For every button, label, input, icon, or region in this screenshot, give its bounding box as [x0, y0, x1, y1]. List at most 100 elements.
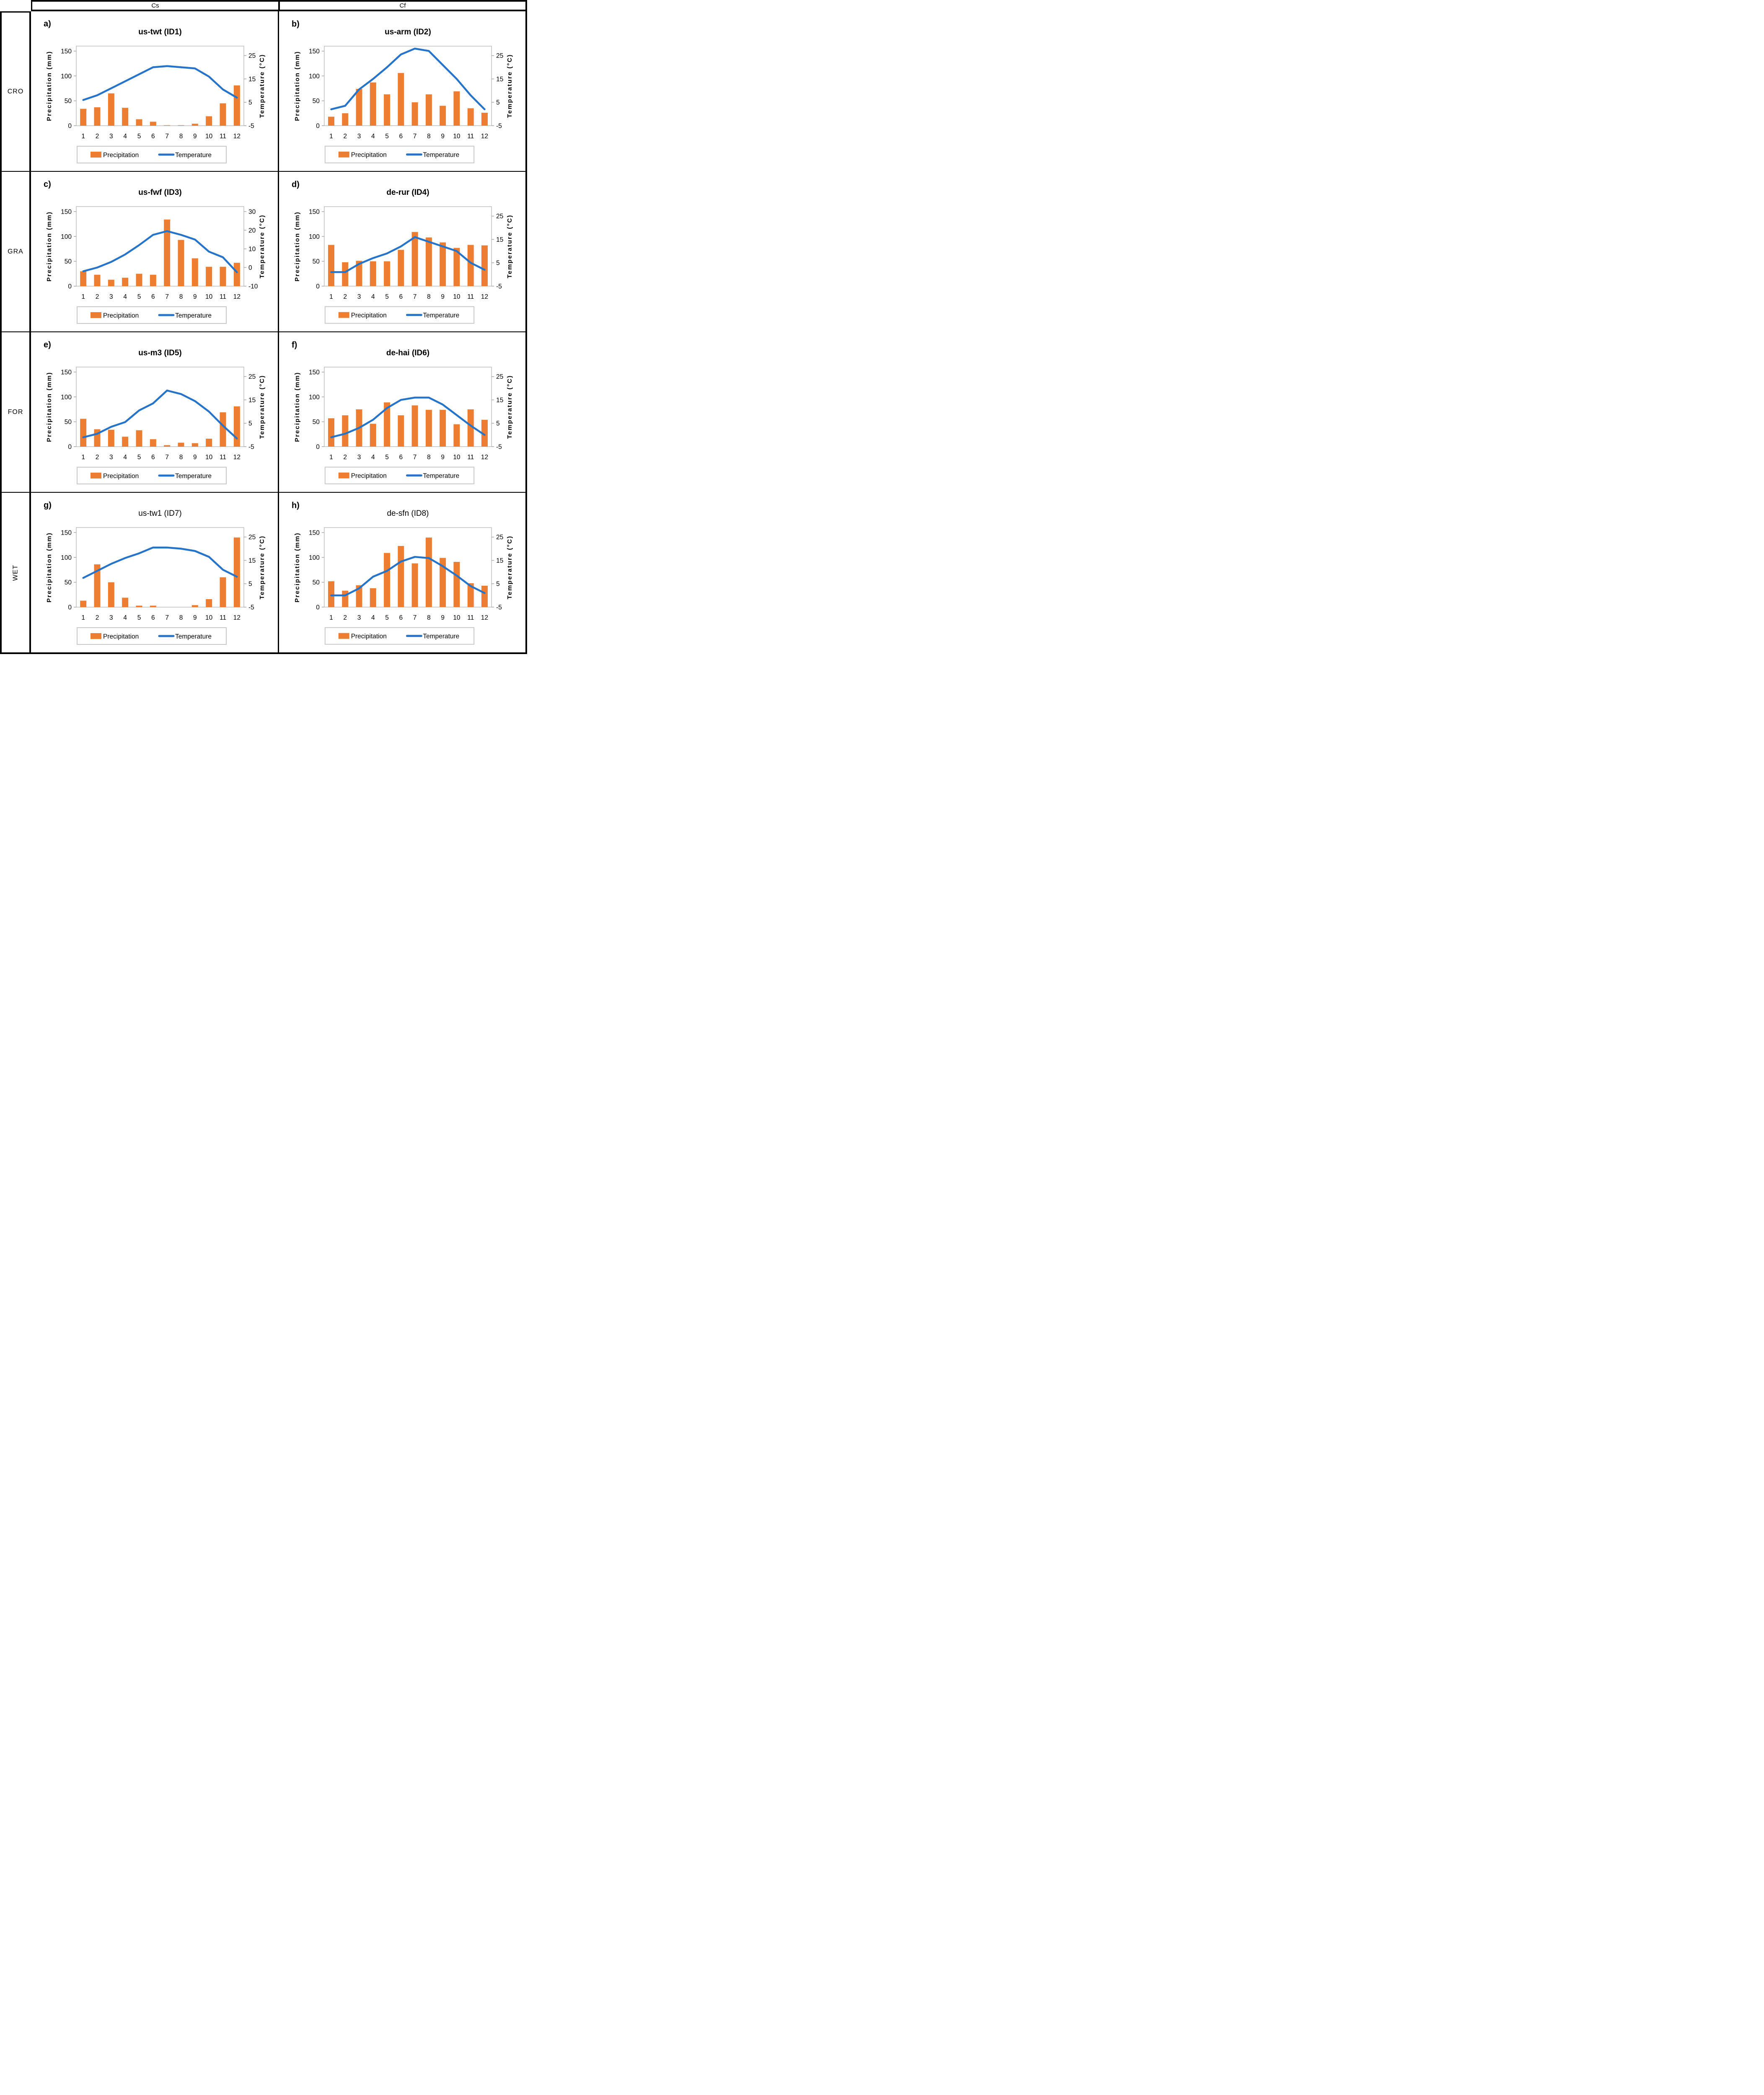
x-axis-month-label: 3 [109, 454, 113, 461]
precipitation-bar-month-3 [356, 89, 362, 126]
left-axis-tick-label: 150 [309, 48, 320, 55]
legend-box [324, 145, 475, 163]
precipitation-bar-month-12 [481, 245, 488, 286]
precipitation-bar-month-11 [467, 108, 474, 126]
x-axis-month-label: 5 [385, 454, 389, 461]
x-axis-month-label: 10 [453, 454, 460, 461]
right-axis-tick-label: 15 [248, 397, 256, 404]
precipitation-bar-month-2 [342, 415, 349, 447]
precipitation-bar-month-10 [206, 599, 212, 607]
left-axis-tick-label: 100 [61, 394, 72, 401]
precipitation-bar-month-8 [425, 237, 432, 286]
left-axis-title: Precipitation (mm) [46, 372, 53, 442]
precipitation-bar-month-9 [440, 558, 446, 607]
chart-cell-a: a) us-twt (ID1) 0 50 100 150 -5 5 15 25 Precipitat… [31, 11, 279, 172]
precipitation-bar-month-7 [411, 405, 418, 447]
precipitation-bar-month-3 [356, 261, 362, 286]
x-axis-month-label: 10 [453, 133, 460, 140]
x-axis-month-label: 11 [467, 293, 474, 300]
precipitation-bar-month-7 [411, 563, 418, 607]
precipitation-bar-month-10 [206, 439, 212, 447]
panel-letter: c) [44, 180, 51, 189]
chart-us-m3-id5: e)us-m3 (ID5)050100150-551525Precipitati… [44, 340, 266, 484]
panel-letter: a) [44, 19, 51, 28]
temperature-line [330, 556, 486, 597]
x-axis-month-label: 3 [109, 133, 113, 140]
x-axis-month-label: 4 [371, 293, 375, 300]
right-axis-tick-label: 30 [248, 208, 256, 215]
x-axis-month-label: 10 [205, 133, 213, 140]
x-axis-month-label: 12 [481, 454, 488, 461]
x-axis-month-label: 3 [357, 133, 361, 140]
precipitation-bar-month-4 [370, 588, 376, 607]
precipitation-bar-month-1 [80, 600, 87, 607]
legend-precipitation-swatch [91, 152, 101, 158]
x-axis-month-label: 1 [81, 454, 85, 461]
precipitation-bar-month-1 [328, 581, 334, 607]
precipitation-bar-month-12 [233, 537, 240, 607]
precipitation-bar-month-7 [411, 102, 418, 126]
plot-border [76, 46, 244, 126]
precipitation-bar-month-5 [384, 553, 391, 607]
precipitation-bar-month-4 [122, 108, 129, 126]
x-axis-month-label: 7 [413, 614, 417, 621]
right-axis-tick-label: 15 [496, 557, 503, 564]
precipitation-bar-month-11 [220, 577, 226, 607]
x-axis-month-label: 1 [329, 614, 333, 621]
right-axis-tick-label: 5 [248, 420, 252, 427]
legend-box [77, 146, 227, 163]
right-axis-tick-label: 25 [496, 213, 503, 220]
precipitation-bar-month-4 [122, 277, 129, 286]
x-axis-month-label: 8 [427, 614, 431, 621]
precipitation-bar-month-1 [328, 116, 334, 126]
temperature-line [82, 546, 238, 579]
legend-precipitation-swatch [338, 312, 349, 318]
left-axis-title: Precipitation (mm) [46, 51, 53, 121]
precipitation-bar-month-11 [220, 103, 226, 126]
right-axis-tick-label: 15 [496, 76, 503, 83]
plot-border [76, 527, 244, 608]
x-axis-month-label: 10 [453, 614, 460, 621]
x-axis-month-label: 9 [193, 293, 197, 300]
chart-us-arm-id2: b)us-arm (ID2)050100150-551525Precipitat… [292, 19, 513, 163]
precipitation-bar-month-9 [191, 124, 198, 126]
left-axis-tick-label: 100 [61, 73, 72, 80]
legend-temperature-label: Temperature [175, 473, 212, 480]
x-axis-month-label: 7 [165, 454, 169, 461]
right-axis-tick-label: 15 [496, 236, 503, 243]
x-axis-month-label: 11 [220, 454, 226, 461]
x-axis-month-label: 12 [481, 614, 488, 621]
precipitation-bar-month-8 [425, 94, 432, 126]
left-axis-tick-label: 0 [68, 604, 72, 611]
right-axis-title: Temperature (°C) [259, 535, 266, 600]
left-axis-tick-label: 100 [309, 554, 320, 561]
x-axis-month-label: 5 [137, 454, 141, 461]
legend-precipitation-swatch [91, 312, 101, 318]
left-axis-tick-label: 0 [316, 604, 320, 611]
left-axis-tick-label: 50 [65, 419, 72, 426]
column-header-cs: Cs [31, 0, 279, 11]
x-axis-month-label: 3 [357, 454, 361, 461]
precipitation-bar-month-8 [178, 240, 184, 286]
legend-box [77, 467, 227, 484]
legend-precipitation-label: Precipitation [103, 473, 139, 480]
row-label-gra: GRA [0, 172, 31, 332]
chart-cell-d: d) de-rur (ID4) 0 50 100 150 -5 5 15 25 Precipitat… [279, 172, 527, 332]
precipitation-bar-month-10 [453, 91, 460, 126]
legend-precipitation-label: Precipitation [351, 152, 387, 159]
plot-border [76, 367, 244, 447]
legend-temperature-label: Temperature [423, 633, 459, 640]
left-axis-tick-label: 100 [309, 73, 320, 80]
precipitation-bar-month-3 [108, 93, 114, 126]
right-axis-tick-label: -5 [496, 122, 502, 129]
left-axis-tick-label: 150 [309, 209, 320, 216]
right-axis-title: Temperature (°C) [259, 215, 266, 279]
legend-precipitation-label: Precipitation [103, 312, 139, 319]
x-axis-month-label: 9 [193, 133, 197, 140]
precipitation-bar-month-4 [122, 597, 129, 607]
left-axis-tick-label: 50 [65, 579, 72, 586]
precipitation-bar-month-8 [425, 410, 432, 447]
x-axis-month-label: 4 [123, 454, 127, 461]
right-axis-title: Temperature (°C) [506, 54, 513, 118]
row-label-cro: CRO [0, 11, 31, 172]
